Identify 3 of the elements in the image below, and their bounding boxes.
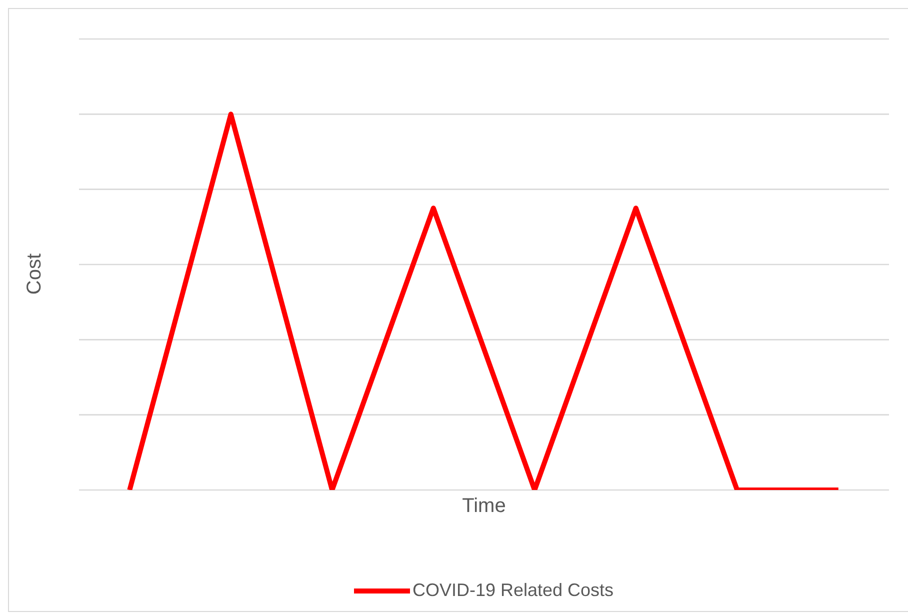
y-axis-title: Cost [24, 253, 46, 295]
legend-label: COVID-19 Related Costs [412, 580, 614, 601]
x-axis-title: Time [462, 495, 506, 518]
